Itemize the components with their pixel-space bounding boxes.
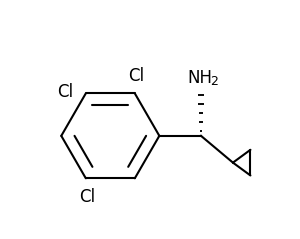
Text: Cl: Cl — [57, 83, 73, 101]
Text: Cl: Cl — [128, 67, 144, 85]
Text: NH: NH — [187, 69, 212, 87]
Text: Cl: Cl — [79, 188, 95, 206]
Text: 2: 2 — [210, 75, 218, 88]
